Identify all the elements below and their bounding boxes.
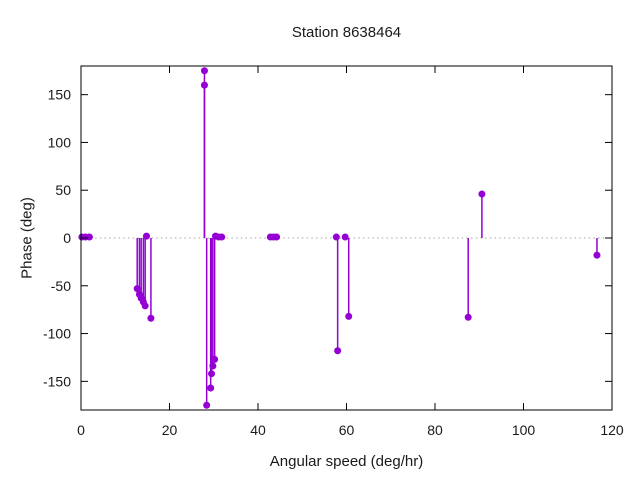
x-tick-label: 80 xyxy=(427,422,443,438)
x-tick-label: 100 xyxy=(512,422,536,438)
y-tick-label: 100 xyxy=(48,134,72,150)
data-point xyxy=(334,347,342,355)
data-point xyxy=(147,314,155,322)
data-point xyxy=(208,370,216,378)
data-point xyxy=(211,355,219,363)
data-point xyxy=(200,67,208,75)
x-tick-label: 60 xyxy=(339,422,355,438)
y-tick-label: -50 xyxy=(51,278,71,294)
data-point xyxy=(593,251,601,259)
x-tick-label: 0 xyxy=(77,422,85,438)
data-point xyxy=(142,232,150,240)
data-point xyxy=(85,233,93,241)
data-point xyxy=(218,233,226,241)
x-tick-label: 40 xyxy=(250,422,266,438)
x-tick-label: 20 xyxy=(162,422,178,438)
y-tick-label: -100 xyxy=(43,326,71,342)
y-tick-label: 50 xyxy=(55,182,71,198)
data-point xyxy=(478,190,486,198)
data-point xyxy=(141,302,149,310)
x-tick-label: 120 xyxy=(600,422,624,438)
data-point xyxy=(200,81,208,89)
data-point xyxy=(203,401,211,409)
x-axis-title: Angular speed (deg/hr) xyxy=(269,453,424,470)
y-tick-label: 0 xyxy=(63,230,71,246)
data-point xyxy=(332,233,340,241)
y-tick-label: 150 xyxy=(48,87,72,103)
data-point xyxy=(207,384,215,392)
data-point xyxy=(341,233,349,241)
data-point xyxy=(345,312,353,320)
data-point xyxy=(464,313,472,321)
data-point xyxy=(209,362,217,370)
data-point xyxy=(273,233,281,241)
chart-title: Station 8638464 xyxy=(291,24,402,41)
data-point xyxy=(133,285,141,293)
y-tick-label: -150 xyxy=(43,373,71,389)
